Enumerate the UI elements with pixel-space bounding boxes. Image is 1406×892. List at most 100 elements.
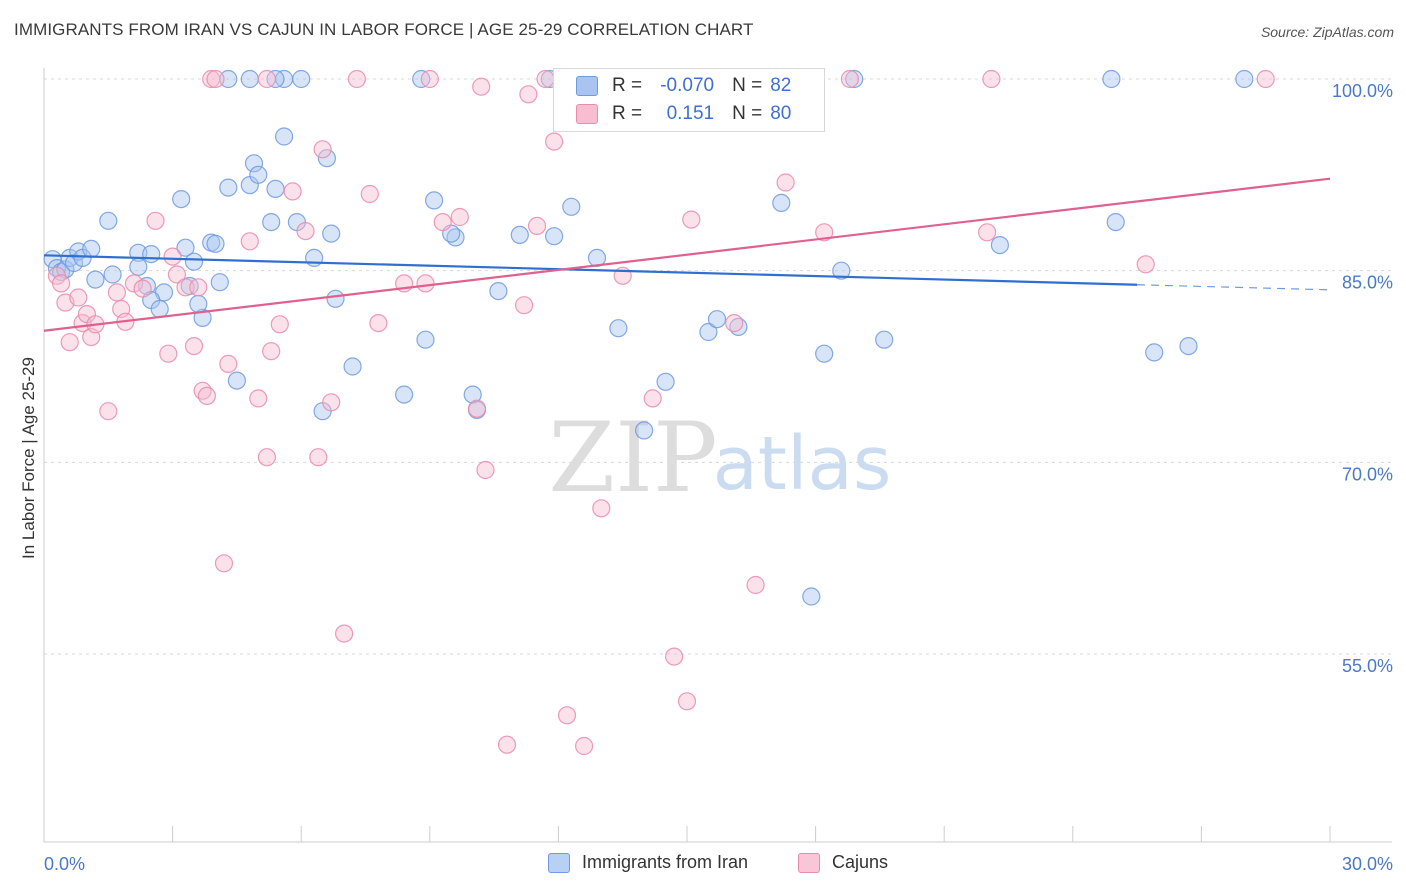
point-iran [489, 282, 508, 301]
legend-row-iran: R = -0.070 N = 82 [576, 72, 791, 100]
point-cajun [283, 182, 302, 201]
point-cajun [189, 278, 208, 297]
legend-n-value-iran: 82 [770, 75, 792, 96]
x-tick-label: 0.0% [44, 854, 85, 874]
point-iran [193, 308, 212, 327]
point-iran [875, 330, 894, 349]
point-cajun [746, 575, 765, 595]
legend-swatch-cajun [576, 104, 598, 124]
point-iran [189, 294, 208, 313]
point-cajun [682, 210, 701, 229]
point-iran [292, 69, 311, 89]
point-cajun [982, 69, 1001, 89]
legend-r-value-iran: -0.070 [660, 75, 715, 96]
bottom-legend-swatch-cajun [798, 852, 820, 873]
point-cajun [202, 69, 221, 89]
watermark-zip: ZIP [548, 402, 717, 514]
point-cajun [309, 448, 328, 467]
point-cajun [257, 448, 276, 467]
legend-swatch-iran [576, 76, 598, 96]
point-cajun [527, 216, 547, 235]
legend-n-label: N = [732, 103, 763, 124]
point-cajun [197, 386, 216, 405]
point-cajun [574, 736, 594, 756]
point-iran [82, 239, 101, 258]
legend-n-label: N = [732, 75, 763, 96]
point-iran [1106, 213, 1125, 232]
point-iran [609, 319, 628, 338]
point-iran [206, 234, 225, 253]
point-cajun [643, 389, 662, 408]
point-cajun [270, 315, 289, 334]
point-iran [510, 225, 529, 244]
x-tick-labels: 0.0% 30.0% [44, 854, 1393, 874]
point-cajun [519, 85, 538, 104]
point-cajun [776, 173, 795, 192]
point-iran [656, 372, 675, 391]
point-cajun [977, 223, 997, 242]
trend-line-cajun [43, 177, 1331, 332]
point-cajun [51, 274, 71, 293]
point-cajun [416, 274, 435, 293]
point-iran [1145, 343, 1164, 362]
point-iran [227, 371, 246, 390]
watermark-atlas: atlas [713, 421, 892, 507]
point-cajun [214, 554, 234, 573]
point-iran [275, 127, 294, 146]
point-cajun [249, 389, 268, 408]
bottom-legend-label-cajun: Cajuns [832, 852, 889, 872]
series-iran [43, 69, 1254, 606]
point-iran [416, 330, 435, 349]
point-cajun [184, 337, 204, 356]
point-iran [249, 165, 268, 184]
point-cajun [206, 69, 225, 89]
point-cajun [322, 393, 341, 412]
point-iran [1179, 337, 1198, 356]
source-label: Source: ZipAtlas.com [1260, 24, 1394, 40]
legend-r-value-cajun: 0.151 [666, 103, 715, 124]
point-iran [210, 273, 229, 292]
y-tick-label: 100.0% [1332, 81, 1393, 101]
point-cajun [467, 399, 487, 418]
point-iran [343, 357, 362, 376]
point-cajun [347, 69, 366, 89]
bottom-legend-swatch-iran [548, 852, 570, 873]
point-iran [326, 289, 345, 308]
point-cajun [544, 132, 564, 151]
trend-line-iran-extension [1137, 284, 1331, 291]
point-cajun [664, 647, 684, 666]
point-cajun [69, 288, 88, 307]
point-cajun [360, 184, 379, 204]
point-iran [832, 261, 851, 280]
trend-lines [43, 177, 1331, 332]
point-iran [129, 257, 148, 276]
point-cajun [840, 69, 860, 89]
point-iran [322, 224, 341, 243]
legend-n-value-cajun: 80 [770, 103, 792, 124]
point-cajun [219, 354, 238, 373]
point-cajun [167, 265, 186, 284]
point-cajun [1136, 255, 1155, 274]
series-cajun [47, 69, 1275, 756]
point-iran [544, 227, 564, 246]
y-axis-label: In Labor Force | Age 25-29 [19, 357, 38, 559]
point-cajun [99, 402, 118, 421]
point-cajun [557, 706, 577, 725]
point-cajun [472, 77, 491, 96]
point-cajun [725, 314, 744, 333]
point-iran [1235, 69, 1254, 89]
point-iran [707, 310, 727, 329]
point-iran [86, 270, 105, 289]
point-iran [317, 149, 336, 168]
point-cajun [592, 499, 611, 518]
bottom-legend-cajun: Cajuns [798, 852, 888, 873]
y-tick-labels: 100.0% 85.0% 70.0% 55.0% [1332, 81, 1393, 676]
point-cajun [163, 247, 182, 266]
point-cajun [176, 278, 195, 297]
watermark: ZIP atlas [548, 402, 891, 514]
point-cajun [133, 279, 152, 298]
correlation-legend: R = -0.070 N = 82 R = 0.151 N = 80 [553, 68, 825, 132]
y-tick-label: 85.0% [1342, 273, 1393, 293]
point-iran [815, 344, 834, 363]
point-cajun [240, 232, 259, 251]
